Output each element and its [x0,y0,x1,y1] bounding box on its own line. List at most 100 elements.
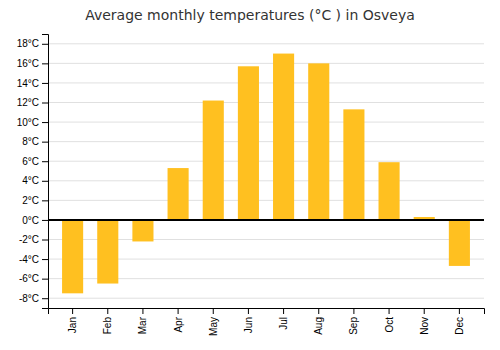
y-tick-label: 4°C [22,175,39,186]
grid-line [48,200,484,201]
y-tick-label: -4°C [19,254,39,265]
x-tick-mark [213,308,214,314]
x-tick-label: Jan [67,317,78,333]
y-tick-label: 16°C [17,58,39,69]
y-tick-label: -2°C [19,234,39,245]
x-tick-mark [142,308,143,314]
y-tick-mark [42,259,48,260]
x-axis: Jan Feb Mar Apr May Jun Jul Aug Sep Oct Nov Dec [49,308,485,336]
plot: -8°C -6°C -4°C -2°C 0°C 2°C 4°C 6°C 8°C 10°C 12°C 1… [17,35,485,336]
y-tick-mark [42,122,48,123]
bar [308,63,329,220]
x-tick: Dec [454,308,465,335]
grid-line [48,141,484,142]
grid-line [48,298,484,299]
x-tick-label: May [208,317,219,336]
x-tick-mark [353,308,354,314]
y-tick-label: 8°C [22,136,39,147]
y-tick-label: 12°C [17,97,39,108]
x-tick-label: Nov [419,317,430,335]
x-tick: Mar [137,308,148,334]
chart: -8°C -6°C -4°C -2°C 0°C 2°C 4°C 6°C 8°C 10°C 12°C 1… [0,0,500,350]
y-tick: 0°C [22,215,48,226]
grid-line [48,63,484,64]
x-tick: Nov [419,308,430,335]
y-tick-mark [42,44,48,45]
y-tick-mark [42,240,48,241]
x-tick: May [208,308,219,336]
bar [343,109,364,220]
x-tick: Feb [102,308,113,334]
y-tick-mark [42,200,48,201]
bar [238,66,259,220]
y-tick: 18°C [17,38,48,49]
x-tick: Sep [348,308,359,335]
x-tick: Jul [278,308,289,330]
y-tick: 12°C [17,97,48,108]
x-tick: Apr [173,308,184,333]
grid-line [48,219,484,220]
y-tick: 4°C [22,175,48,186]
y-tick-mark [42,220,48,221]
y-tick-mark [42,181,48,182]
bars [62,54,470,294]
bar [379,162,400,220]
y-tick: -6°C [19,273,48,284]
bar [449,220,470,266]
y-tick-label: 2°C [22,195,39,206]
x-tick-label: Sep [348,317,359,335]
y-tick: -8°C [19,293,48,304]
bar [132,220,153,242]
y-tick: 10°C [17,117,48,128]
x-tick-label: Oct [384,317,395,333]
grid-line [48,122,484,123]
x-tick-mark [318,308,319,314]
x-tick-mark [72,308,73,314]
y-tick: -4°C [19,254,48,265]
grid-line [48,43,484,44]
y-tick: -2°C [19,234,48,245]
y-tick-label: 6°C [22,156,39,167]
bar [203,101,224,220]
x-tick-label: Jun [243,317,254,333]
grid-line [48,161,484,162]
y-tick: 16°C [17,58,48,69]
x-tick-mark [459,308,460,314]
x-tick-label: Mar [137,316,148,334]
x-tick-mark [248,308,249,314]
y-tick: 14°C [17,78,48,89]
x-tick-label: Aug [313,317,324,335]
x-tick-mark [424,308,425,314]
grid-line [48,102,484,103]
x-tick-mark [283,308,284,314]
grid [48,44,484,298]
x-tick-mark [107,308,108,314]
y-tick-mark [42,161,48,162]
x-tick: Jun [243,308,254,333]
y-tick-label: -6°C [19,273,39,284]
y-tick: 6°C [22,156,48,167]
bar [168,168,189,220]
title: Average monthly temperatures (°C ) in Os… [85,7,415,23]
bar [97,220,118,284]
zero-line [48,219,484,221]
x-tick-label: Dec [454,317,465,335]
x-tick-label: Apr [173,316,184,332]
y-tick-mark [42,83,48,84]
y-tick-label: 0°C [22,215,39,226]
y-tick-label: -8°C [19,293,39,304]
x-tick-label: Feb [102,317,113,335]
y-tick-label: 14°C [17,78,39,89]
y-axis: -8°C -6°C -4°C -2°C 0°C 2°C 4°C 6°C 8°C 10°C 12°C 1… [17,35,49,309]
x-tick-mark [178,308,179,314]
grid-line [48,180,484,181]
y-axis-line [42,35,49,309]
x-tick-mark [389,308,390,314]
y-tick-mark [42,63,48,64]
x-tick: Oct [384,308,395,333]
x-tick-label: Jul [278,317,289,330]
y-tick: 8°C [22,136,48,147]
x-tick: Aug [313,308,324,335]
x-axis-line [49,309,485,315]
y-tick-label: 10°C [17,117,39,128]
